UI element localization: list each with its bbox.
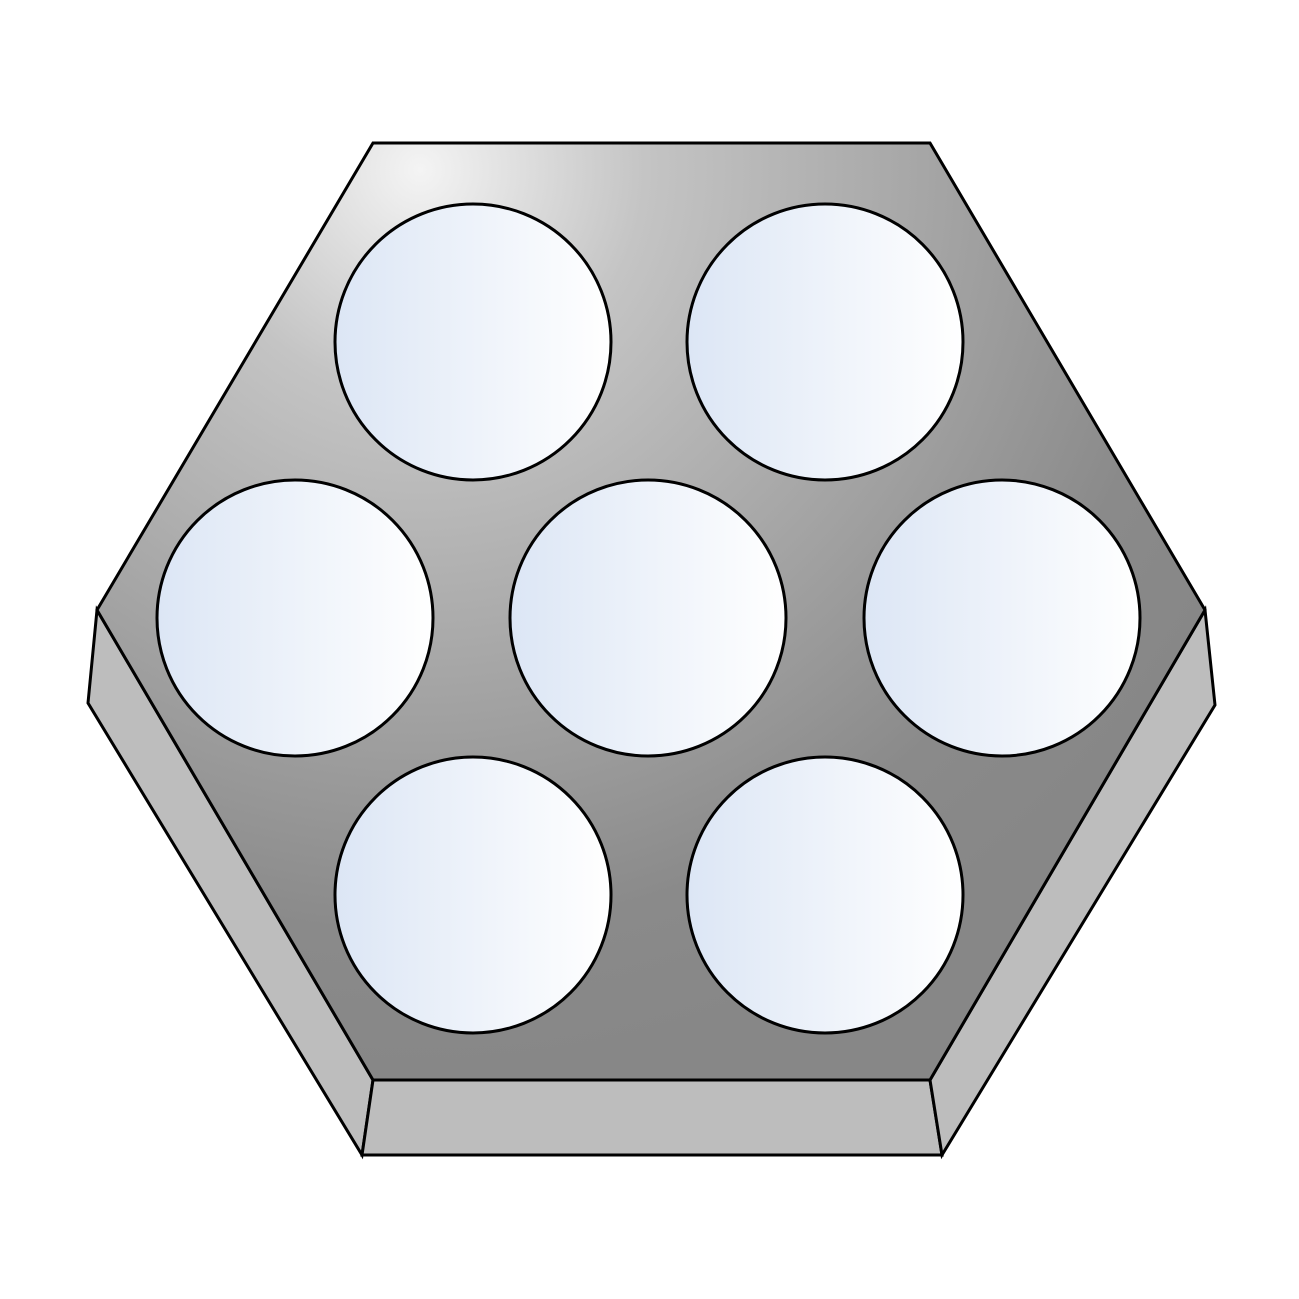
well — [685, 755, 965, 1035]
well — [333, 755, 613, 1035]
well — [155, 478, 435, 758]
well — [862, 478, 1142, 758]
bottom-side — [360, 1078, 944, 1157]
plate-sides — [86, 605, 1217, 1160]
well — [333, 202, 613, 482]
well — [508, 478, 788, 758]
well — [685, 202, 965, 482]
wells — [155, 202, 1142, 1035]
